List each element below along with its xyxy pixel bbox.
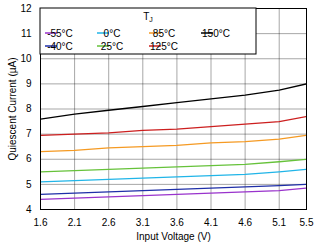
svg-text:85°C: 85°C [153,28,175,39]
svg-text:11: 11 [21,28,32,39]
svg-text:150°C: 150°C [202,28,230,39]
svg-text:2.6: 2.6 [102,217,116,228]
svg-text:TJ: TJ [143,11,153,23]
svg-text:-40°C: -40°C [47,41,73,52]
svg-text:8: 8 [26,103,32,114]
svg-text:Input Voltage (V): Input Voltage (V) [136,231,211,242]
svg-text:Quiescent Current (µA): Quiescent Current (µA) [7,57,18,160]
svg-text:4.1: 4.1 [204,217,218,228]
svg-text:1.6: 1.6 [34,217,48,228]
svg-text:4.6: 4.6 [238,217,252,228]
svg-text:-55°C: -55°C [47,28,73,39]
svg-text:0°C: 0°C [104,28,121,39]
svg-text:2.1: 2.1 [68,217,82,228]
svg-text:5.1: 5.1 [272,217,286,228]
svg-text:12: 12 [20,3,32,14]
svg-text:3.1: 3.1 [136,217,150,228]
svg-text:5.5: 5.5 [300,217,314,228]
svg-text:125°C: 125°C [150,41,178,52]
svg-text:3.6: 3.6 [170,217,184,228]
svg-text:25°C: 25°C [101,41,123,52]
svg-text:7: 7 [26,128,32,139]
svg-text:6: 6 [26,153,32,164]
svg-text:9: 9 [26,78,32,89]
svg-text:10: 10 [20,53,32,64]
svg-text:5: 5 [26,179,32,190]
svg-text:4: 4 [26,204,32,215]
